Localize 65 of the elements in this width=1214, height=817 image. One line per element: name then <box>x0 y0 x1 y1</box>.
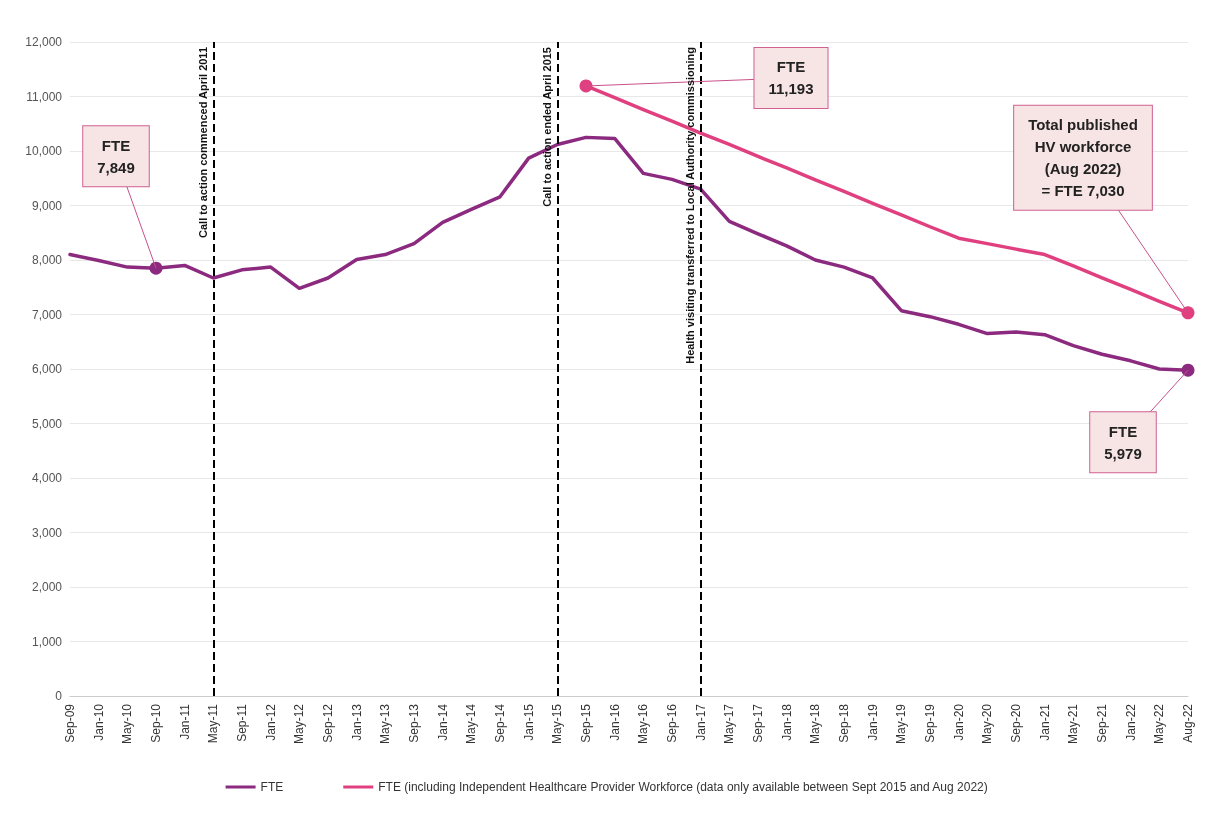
x-tick-label: May-16 <box>636 703 651 745</box>
annotation: FTE 5,979 <box>1104 422 1142 462</box>
x-tick-label: May-11 <box>206 703 221 744</box>
x-tick-label: May-17 <box>722 703 737 745</box>
point <box>149 261 163 275</box>
x-tick-label: Jan-16 <box>607 703 622 741</box>
y-tick-label: 11,000 <box>26 89 63 104</box>
x-tick-label: Jan-12 <box>263 703 278 741</box>
x-tick-label: Sep-20 <box>1009 703 1023 743</box>
x-tick-label: May-22 <box>1152 703 1167 745</box>
legend-label: FTE <box>260 780 284 794</box>
y-tick-label: 1,000 <box>31 634 63 649</box>
ref-line-label: Health visiting transferred to Local Authority commissioning <box>684 47 697 364</box>
x-tick-label: May-21 <box>1066 703 1081 745</box>
ref-line-label: Call to action ended April 2015 <box>540 47 553 207</box>
annotation: Total published HV workforce (Aug 2022) = FTE 7,030 <box>1028 116 1138 200</box>
x-tick-label: Jan-17 <box>693 703 708 741</box>
x-tick-label: Jan-11 <box>177 703 192 740</box>
x-tick-label: May-18 <box>808 703 823 745</box>
x-tick-label: May-14 <box>464 703 479 745</box>
ref-line-label: Call to action commenced April 2011 <box>196 47 209 238</box>
point <box>1181 306 1195 320</box>
y-tick-label: 2,000 <box>31 580 63 594</box>
x-tick-label: Sep-10 <box>149 703 163 743</box>
x-tick-label: Aug-22 <box>1181 703 1195 743</box>
x-tick-label: Sep-16 <box>665 703 679 743</box>
y-tick-label: 10,000 <box>25 144 63 158</box>
x-tick-label: May-13 <box>378 703 393 745</box>
x-tick-label: Sep-12 <box>321 703 335 743</box>
y-tick-label: 3,000 <box>31 525 63 540</box>
x-tick-label: Jan-18 <box>779 703 794 741</box>
x-tick-label: Jan-10 <box>91 703 106 741</box>
x-tick-label: Jan-13 <box>349 703 364 741</box>
x-tick-label: Sep-15 <box>579 703 593 743</box>
annotation: FTE 11,193 <box>768 58 814 98</box>
x-tick-label: May-12 <box>292 703 307 745</box>
x-tick-label: Jan-22 <box>1123 703 1138 741</box>
x-tick-label: May-20 <box>980 703 995 745</box>
x-tick-label: Jan-21 <box>1037 703 1052 741</box>
x-tick-label: Jan-15 <box>521 703 536 741</box>
x-tick-label: May-19 <box>894 703 909 745</box>
y-tick-label: 12,000 <box>25 35 63 49</box>
y-tick-label: 9,000 <box>31 198 63 213</box>
legend-label: FTE (including Independent Healthcare Provider Workforce (data only available between Sept 2015 and Aug 2022) <box>378 780 988 794</box>
y-tick-label: 4,000 <box>31 471 63 485</box>
x-tick-label: Sep-09 <box>63 703 77 743</box>
y-tick-label: 7,000 <box>31 307 63 322</box>
x-tick-label: Sep-14 <box>493 703 507 743</box>
x-tick-label: Sep-13 <box>407 703 421 743</box>
x-tick-label: Sep-18 <box>837 703 851 743</box>
y-tick-label: 5,000 <box>31 416 63 431</box>
x-tick-label: Jan-20 <box>951 703 966 741</box>
y-tick-label: 0 <box>55 689 63 703</box>
x-tick-label: Sep-19 <box>923 703 937 743</box>
x-tick-label: Sep-11 <box>235 703 249 742</box>
annotation: FTE 7,849 <box>97 136 135 176</box>
point <box>1181 363 1195 377</box>
x-tick-label: Sep-21 <box>1095 703 1109 743</box>
x-tick-label: Sep-17 <box>751 703 765 743</box>
x-tick-label: May-10 <box>120 703 135 745</box>
x-tick-label: May-15 <box>550 703 565 745</box>
y-tick-label: 8,000 <box>31 253 63 267</box>
y-tick-label: 6,000 <box>31 362 63 376</box>
x-tick-label: Jan-19 <box>865 703 880 741</box>
x-tick-label: Jan-14 <box>435 703 450 741</box>
